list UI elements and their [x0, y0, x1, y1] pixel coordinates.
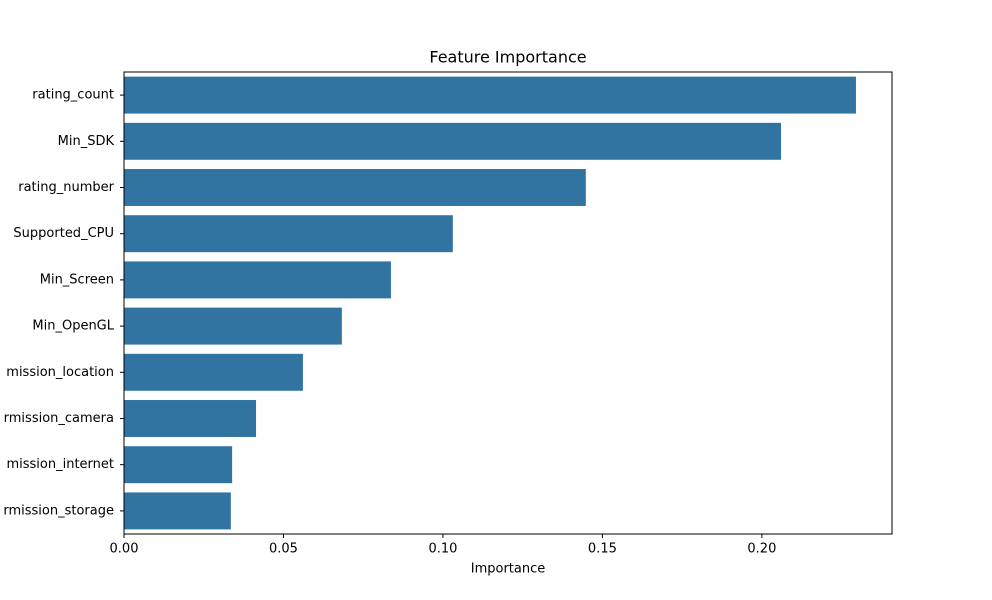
y-tick-label: Min_OpenGL [32, 319, 114, 334]
bar [124, 261, 391, 299]
plot-frame [123, 71, 893, 535]
chart-title: Feature Importance [429, 48, 586, 67]
x-tick-label: 0.00 [110, 542, 139, 557]
y-tick-label: Supported_CPU [13, 226, 114, 241]
bar [124, 400, 257, 437]
bar [124, 215, 453, 253]
x-axis-label: Importance [471, 562, 546, 577]
y-tick-label: rmission_storage [3, 503, 114, 518]
x-tick-label: 0.10 [428, 542, 457, 557]
x-tick-label: 0.20 [747, 542, 776, 557]
x-tick-label: 0.05 [269, 542, 298, 557]
bar [124, 76, 856, 114]
x-tick-label: 0.15 [588, 542, 617, 557]
bar [124, 492, 231, 530]
bar [124, 353, 303, 391]
y-tick-label: mission_internet [6, 457, 114, 472]
y-tick-label: rmission_camera [4, 411, 114, 426]
y-tick-label: Min_SDK [58, 134, 115, 149]
y-tick-label: mission_location [6, 365, 114, 380]
bar [124, 307, 342, 345]
y-tick-label: rating_count [32, 88, 114, 103]
bar [124, 122, 782, 160]
bar [124, 169, 586, 206]
bar [124, 446, 233, 484]
y-tick-label: rating_number [18, 180, 114, 195]
y-tick-label: Min_Screen [40, 272, 114, 287]
